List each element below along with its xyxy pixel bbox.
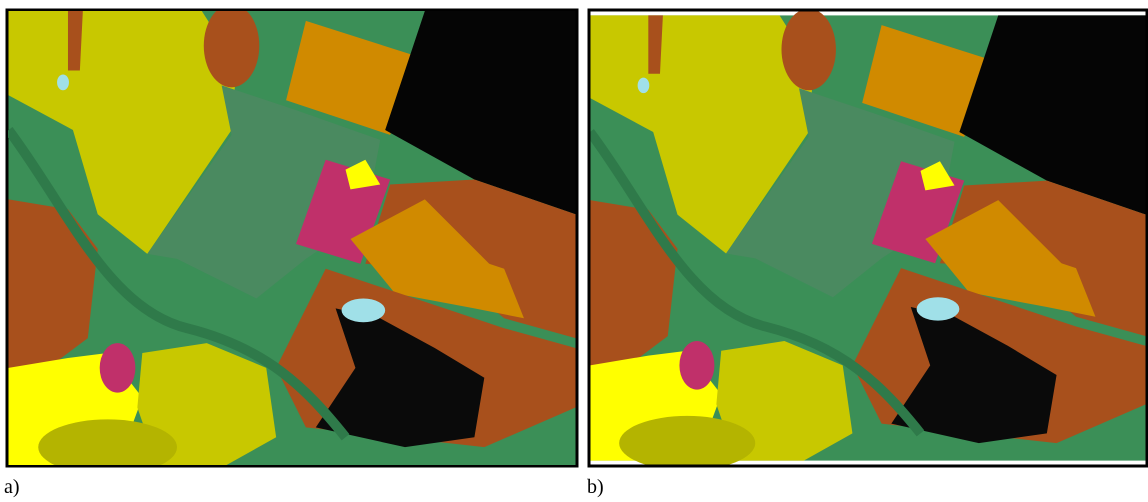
map-a xyxy=(7,4,577,470)
figure xyxy=(0,0,1148,470)
panel-label: b) xyxy=(587,476,604,499)
page: a) b) (() => { const data = JSON.parse(d… xyxy=(0,0,1148,502)
map-b xyxy=(589,9,1147,470)
panel-label: a) xyxy=(4,476,20,499)
